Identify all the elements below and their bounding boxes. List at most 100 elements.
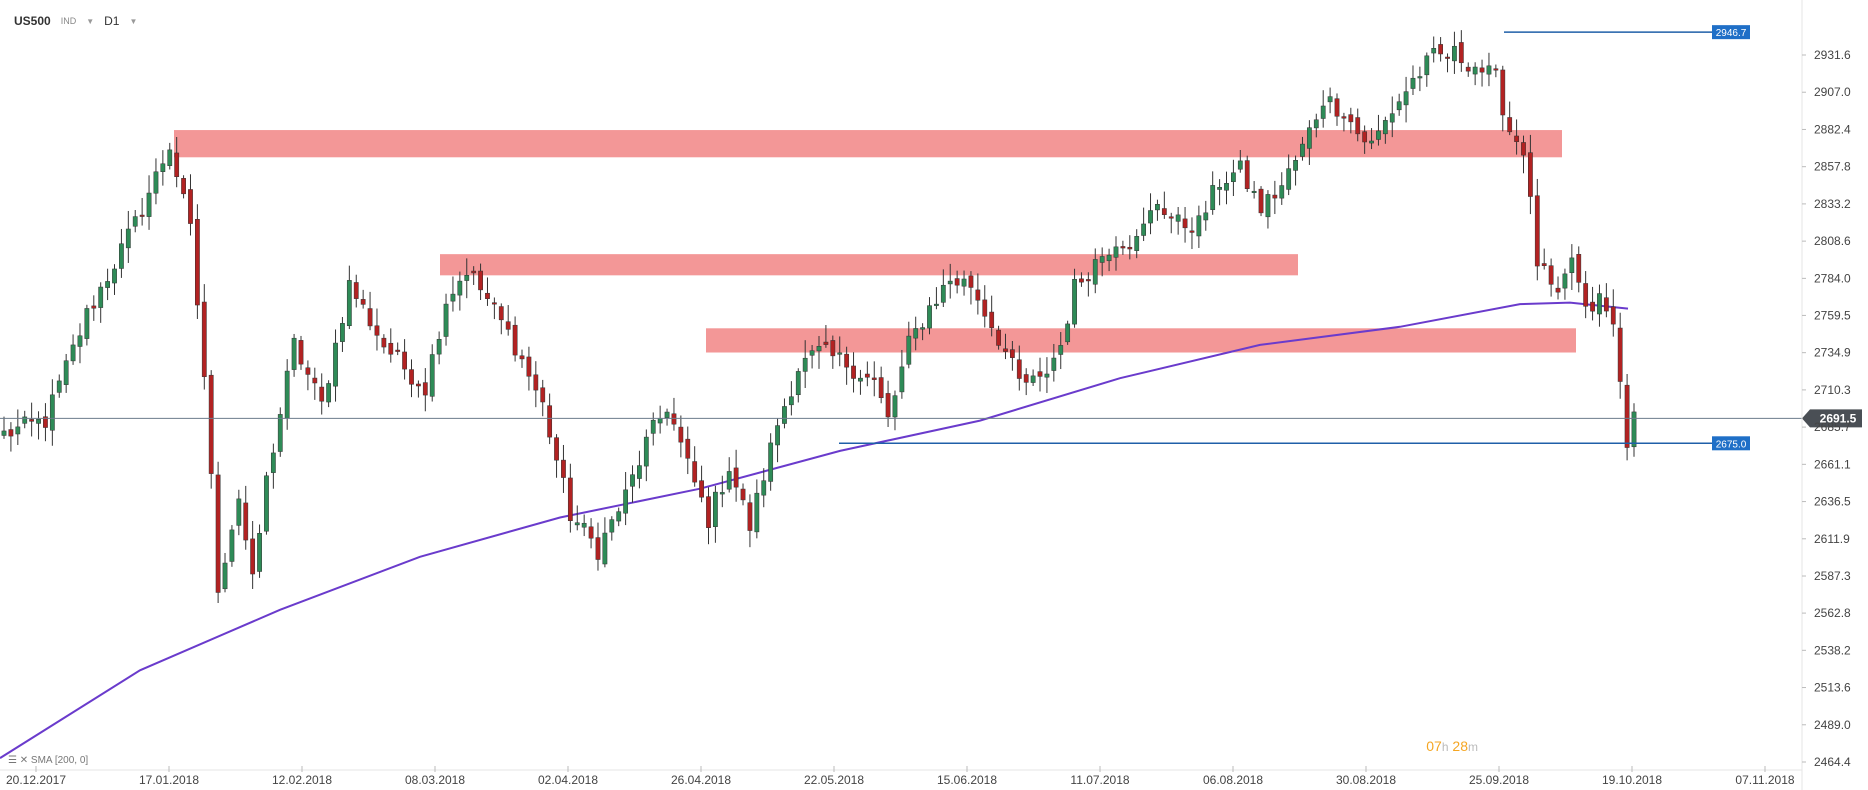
candle-body	[878, 377, 884, 399]
candle-body	[1472, 66, 1478, 75]
candle-body	[360, 299, 366, 305]
candle-body	[823, 341, 829, 345]
x-axis: 20.12.2017 17.01.2018 12.02.2018 08.03.2018…	[0, 766, 1802, 787]
level-lines-layer: 2946.7 2675.0 2691.5	[0, 25, 1862, 451]
candle-body	[1410, 77, 1416, 89]
candle-countdown: 07h 28m	[1426, 738, 1478, 754]
y-tick-label: 2833.2	[1814, 197, 1851, 211]
candle-body	[1597, 293, 1602, 315]
candle-body	[609, 519, 615, 533]
candle-body	[450, 293, 456, 302]
candle-body	[512, 324, 518, 356]
candle-body	[1313, 119, 1319, 129]
y-tick-label: 2587.3	[1814, 569, 1851, 583]
candle-body	[788, 396, 794, 406]
candle-body	[733, 467, 739, 488]
candles-layer	[1, 30, 1637, 604]
candle-body	[602, 532, 608, 565]
candle-body	[954, 278, 960, 286]
x-tick-label: 06.08.2018	[1203, 773, 1263, 787]
candle-body	[1134, 236, 1140, 251]
candle-body	[1514, 135, 1519, 142]
chevron-down-icon[interactable]: ▼	[86, 16, 95, 26]
candle-body	[29, 419, 35, 422]
candle-body	[754, 492, 760, 533]
y-tick-label: 2882.4	[1814, 122, 1851, 136]
candle-body	[201, 301, 207, 377]
candle-body	[1113, 246, 1119, 258]
y-tick-label: 2808.6	[1814, 234, 1851, 248]
candle-body	[1127, 246, 1133, 250]
candle-body	[830, 340, 836, 357]
candle-body	[319, 386, 325, 402]
candle-body	[264, 475, 269, 532]
candle-body	[1161, 208, 1167, 215]
candle-body	[968, 275, 974, 288]
sma-line	[0, 301, 1629, 759]
candle-body	[250, 538, 256, 575]
candle-body	[685, 438, 691, 459]
candle-body	[1445, 56, 1450, 59]
indicator-settings-icon[interactable]: ☰	[8, 755, 17, 766]
candle-body	[1217, 187, 1222, 190]
candle-body	[588, 526, 594, 539]
candle-body	[975, 289, 981, 301]
candle-body	[1016, 359, 1022, 379]
symbol-label[interactable]: US500	[14, 14, 51, 28]
candle-body	[1382, 120, 1388, 135]
candle-body	[906, 335, 912, 365]
candle-body	[270, 452, 276, 473]
candle-body	[726, 471, 732, 490]
candle-body	[844, 353, 850, 368]
x-tick-label: 15.06.2018	[937, 773, 997, 787]
candle-body	[1182, 218, 1188, 229]
candle-body	[623, 489, 629, 514]
x-tick-label: 19.10.2018	[1602, 773, 1662, 787]
candle-body	[1237, 160, 1243, 170]
candle-body	[1493, 68, 1499, 71]
candle-body	[1541, 263, 1547, 266]
candle-body	[1610, 306, 1616, 325]
candle-body	[374, 325, 380, 336]
candle-body	[1168, 216, 1174, 219]
y-tick-label: 2513.6	[1814, 681, 1851, 695]
timeframe-label[interactable]: D1	[104, 14, 120, 28]
candle-body	[443, 303, 449, 337]
candle-body	[1251, 190, 1257, 193]
close-icon[interactable]: ✕	[19, 755, 29, 766]
candle-body	[436, 339, 442, 355]
candle-body	[160, 163, 166, 172]
candle-body	[1327, 96, 1333, 103]
x-tick-label: 08.03.2018	[405, 773, 465, 787]
resistance-zone	[440, 254, 1298, 276]
candle-body	[871, 377, 877, 380]
indicator-params: [200, 0]	[54, 755, 89, 766]
candle-body	[1148, 210, 1153, 224]
candle-body	[643, 436, 649, 467]
candle-body	[1348, 114, 1354, 123]
chevron-down-icon[interactable]: ▼	[129, 16, 138, 26]
candle-body	[464, 275, 470, 281]
y-tick-label: 2562.8	[1814, 606, 1851, 620]
candle-body	[1265, 194, 1271, 218]
candle-body	[132, 216, 138, 227]
candle-body	[650, 419, 656, 434]
candle-body	[885, 393, 891, 418]
candle-body	[194, 219, 200, 306]
candle-body	[367, 308, 373, 327]
candle-body	[1334, 98, 1340, 117]
candle-body	[56, 380, 62, 393]
candle-body	[1569, 257, 1575, 274]
x-tick-label: 22.05.2018	[804, 773, 864, 787]
candle-body	[719, 492, 725, 495]
candle-body	[996, 329, 1001, 346]
candle-body	[747, 502, 753, 531]
candle-body	[526, 356, 532, 377]
y-tick-label: 2685.7	[1814, 420, 1851, 434]
y-tick-label: 2661.1	[1814, 457, 1851, 471]
candle-body	[1500, 69, 1506, 116]
candle-body	[1272, 194, 1278, 199]
candle-body	[1590, 301, 1595, 312]
candle-body	[188, 189, 193, 224]
